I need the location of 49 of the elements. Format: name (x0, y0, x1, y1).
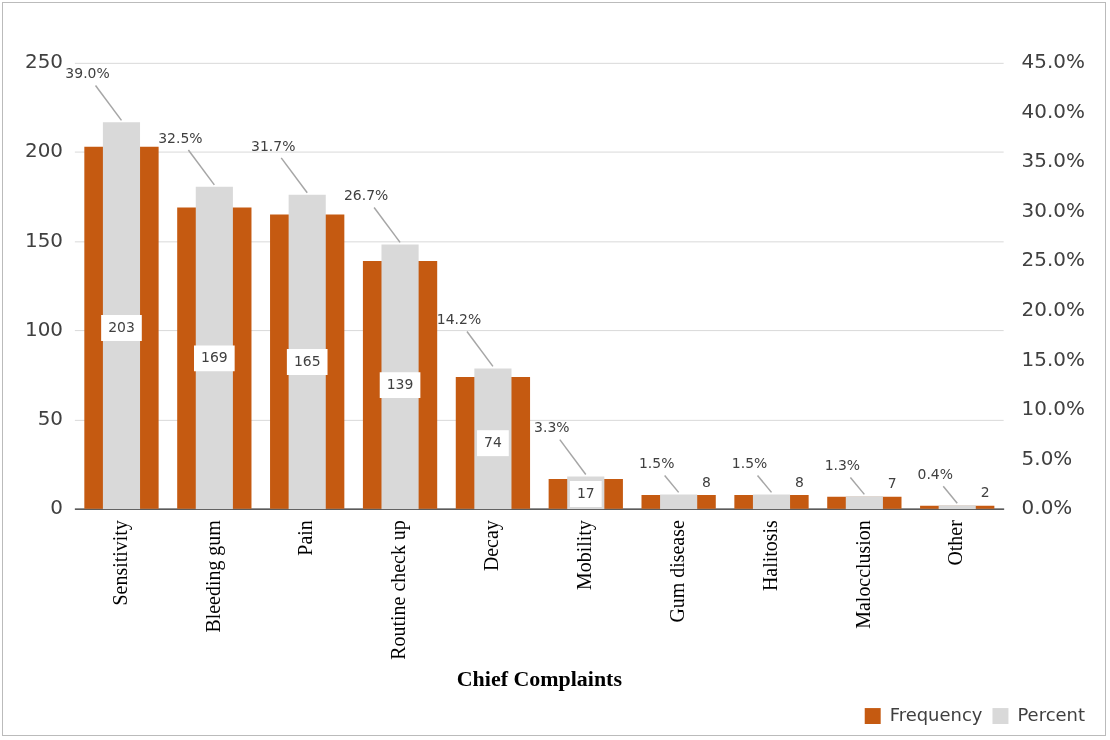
data-label: 74 (484, 433, 502, 450)
x-tick-label: Pain (294, 520, 317, 556)
x-tick-label: Routine check up (387, 520, 411, 660)
data-label: 39.0% (65, 65, 110, 82)
y2-tick-label: 35.0% (1021, 148, 1085, 173)
x-tick-label: Gum disease (665, 520, 688, 623)
y-tick-label: 150 (24, 227, 64, 252)
y2-tick-label: 5.0% (1021, 445, 1073, 470)
x-tick-label: Halitosis (758, 520, 781, 592)
legend-label: Percent (1017, 703, 1085, 725)
legend-label: Frequency (889, 703, 983, 725)
data-label: 32.5% (158, 129, 203, 146)
data-label: 17 (576, 484, 595, 501)
y2-tick-label: 20.0% (1021, 297, 1085, 322)
x-tick-label: Malocclusion (851, 520, 874, 629)
data-label: 139 (386, 375, 414, 392)
data-label: 169 (201, 349, 228, 365)
data-label: 14.2% (436, 311, 482, 328)
x-tick-label: Sensitivity (108, 520, 132, 606)
y-tick-label: 200 (24, 138, 64, 163)
y2-tick-label: 15.0% (1021, 346, 1085, 371)
x-axis-title: Chief Complaints (456, 665, 622, 691)
y2-tick-label: 45.0% (1021, 49, 1085, 74)
y2-tick-label: 40.0% (1021, 98, 1085, 123)
x-tick-label: Bleeding gum (201, 519, 225, 633)
y2-tick-label: 25.0% (1021, 247, 1085, 272)
y2-tick-label: 30.0% (1021, 197, 1085, 222)
data-label: 7 (887, 475, 897, 492)
data-label: 2 (980, 484, 990, 501)
data-label: 3.3% (534, 419, 570, 436)
y-tick-label: 250 (24, 49, 64, 74)
data-label: 31.7% (251, 137, 296, 154)
data-label: 1.5% (731, 455, 768, 472)
data-label: 0.4% (917, 466, 953, 482)
x-tick-label: Decay (480, 520, 504, 572)
data-label: 26.7% (343, 187, 389, 204)
data-label: 1.3% (824, 457, 861, 474)
data-label: 165 (293, 352, 321, 369)
y-tick-label: 50 (37, 406, 64, 431)
y-tick-label: 0 (50, 495, 64, 520)
y2-tick-label: 10.0% (1021, 396, 1085, 421)
data-label: 1.5% (638, 455, 675, 472)
y2-tick-label: 0.0% (1021, 495, 1073, 520)
data-label: 8 (702, 473, 711, 490)
data-label: 203 (108, 318, 135, 335)
x-tick-label: Mobility (573, 520, 597, 590)
data-label: 8 (794, 473, 804, 490)
x-tick-label: Other (944, 519, 967, 566)
y-tick-label: 100 (24, 316, 64, 341)
